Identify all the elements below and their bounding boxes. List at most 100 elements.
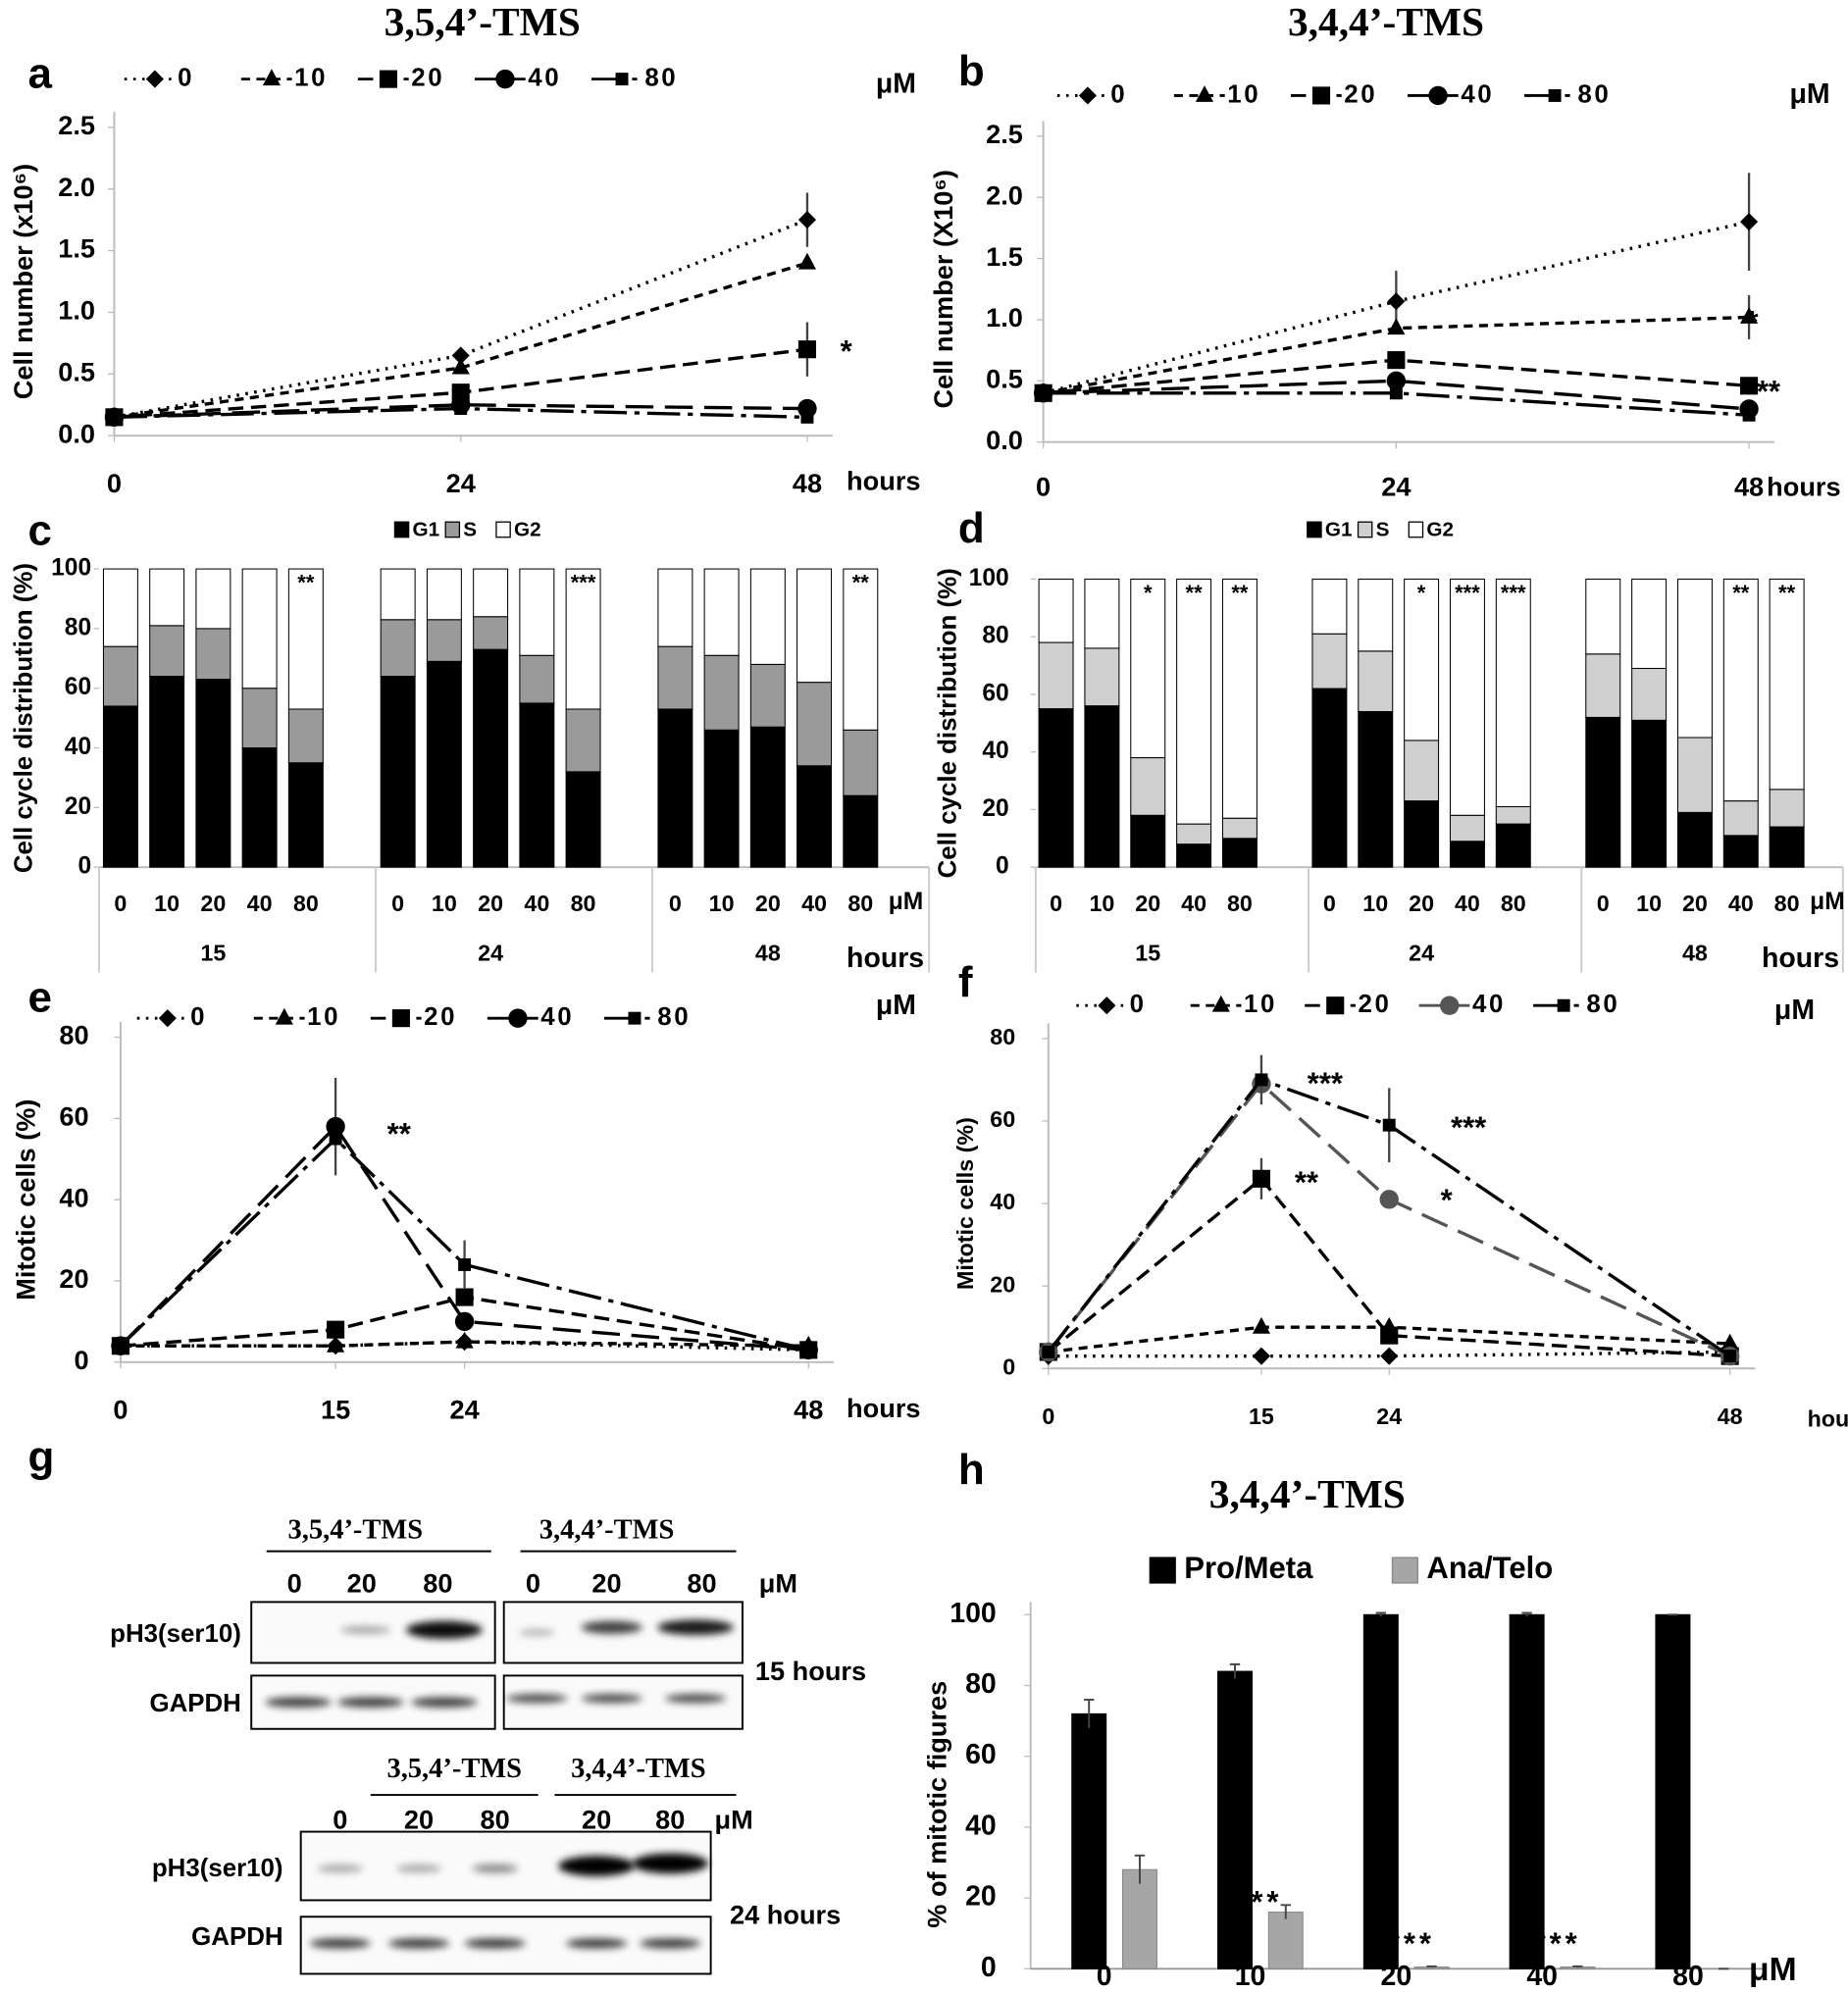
bar-segment bbox=[1769, 826, 1805, 868]
legend-label: 10 bbox=[294, 64, 328, 91]
marker bbox=[1311, 86, 1331, 105]
y-tick-label: 40 bbox=[990, 1189, 1015, 1214]
y-tick-label: 0 bbox=[981, 1952, 997, 1983]
series-line bbox=[1047, 1077, 1731, 1358]
legend-label: 10 bbox=[1244, 991, 1277, 1018]
bar-segment bbox=[1585, 716, 1621, 868]
error-bar bbox=[1134, 1854, 1146, 1884]
bar-segment bbox=[241, 747, 278, 868]
annotation: * bbox=[1746, 305, 1759, 339]
y-tick-label: 100 bbox=[950, 1598, 996, 1629]
annotation: *** bbox=[1501, 581, 1526, 605]
x-tick-label: 48 bbox=[1718, 1404, 1743, 1429]
marker bbox=[327, 1320, 345, 1339]
bar-segment bbox=[1130, 578, 1166, 759]
marker bbox=[391, 1009, 410, 1028]
bar-segment bbox=[1038, 641, 1074, 710]
bar-segment bbox=[565, 771, 601, 868]
lane-label: 0 bbox=[287, 1568, 302, 1599]
band bbox=[387, 1938, 450, 1949]
x-tick-label: 24 bbox=[449, 1394, 479, 1424]
y-axis-label: % of mitotic figures bbox=[922, 1681, 952, 1928]
bar-segment bbox=[1722, 578, 1759, 802]
y-tick-label: 0.5 bbox=[58, 357, 95, 387]
marker bbox=[1740, 213, 1759, 231]
bar-segment bbox=[519, 568, 555, 656]
series-line bbox=[119, 1136, 809, 1353]
marker bbox=[329, 1132, 342, 1146]
bar-segment bbox=[657, 708, 693, 868]
band bbox=[665, 1694, 727, 1704]
marker bbox=[628, 1011, 642, 1025]
bar-segment bbox=[1449, 814, 1485, 843]
legend-label: 40 bbox=[528, 64, 561, 91]
bar-segment bbox=[1176, 578, 1212, 825]
y-tick-label: 2.5 bbox=[986, 119, 1023, 149]
bar-segment bbox=[1130, 757, 1166, 816]
x-tick-label: 0 bbox=[1036, 472, 1051, 502]
series-line bbox=[114, 403, 807, 420]
y-tick-label: 20 bbox=[59, 1263, 88, 1294]
bar-segment bbox=[241, 568, 278, 690]
bar-segment bbox=[1311, 688, 1348, 868]
bar-segment bbox=[380, 619, 416, 678]
annotation: * bbox=[841, 333, 853, 368]
legend-unit: μM bbox=[1774, 995, 1815, 1026]
x-tick-label: 10 bbox=[432, 891, 457, 916]
error-bar bbox=[1521, 1611, 1532, 1617]
blot-panel: g 3,5,4’-TMS 3,4,4’-TMS 0 20 80 0 20 80 … bbox=[27, 1433, 866, 1975]
x-tick-label: 0 bbox=[669, 891, 682, 916]
bar-segment bbox=[1676, 737, 1713, 813]
x-tick-label: 10 bbox=[709, 891, 735, 916]
annotation: *** bbox=[1388, 1926, 1435, 1961]
y-tick-label: 1.5 bbox=[986, 241, 1023, 272]
panel-letter: f bbox=[958, 958, 973, 1006]
x-tick-label: 40 bbox=[247, 891, 273, 916]
x-tick-label: 15 bbox=[1249, 1404, 1274, 1429]
marker bbox=[327, 1335, 345, 1353]
bar-segment bbox=[703, 568, 740, 656]
x-tick-label: 10 bbox=[1636, 891, 1662, 916]
bar-segment bbox=[1449, 578, 1485, 816]
x-axis-label: hours bbox=[1762, 943, 1839, 974]
marker bbox=[1380, 1347, 1399, 1365]
marker bbox=[1387, 292, 1406, 311]
legend-label: 10 bbox=[1227, 80, 1260, 108]
annotation: *** bbox=[1451, 1110, 1487, 1145]
bar-segment bbox=[1404, 578, 1440, 741]
unit-label: μM bbox=[1749, 1952, 1797, 1988]
marker bbox=[1742, 408, 1756, 422]
group-label: 3,4,4’-TMS bbox=[539, 1515, 675, 1546]
bar bbox=[1071, 1712, 1107, 1969]
y-tick-label: 0 bbox=[77, 853, 91, 880]
marker bbox=[1387, 318, 1406, 335]
time-label: 24 hours bbox=[730, 1899, 841, 1929]
bar-segment bbox=[1495, 805, 1531, 825]
x-tick-label: 20 bbox=[200, 891, 226, 916]
bar bbox=[1217, 1670, 1254, 1969]
y-tick-label: 20 bbox=[990, 1271, 1015, 1297]
bar-segment bbox=[1449, 841, 1485, 868]
bar-segment bbox=[1404, 800, 1440, 868]
group-label: 3,5,4’-TMS bbox=[386, 1754, 522, 1784]
bar-segment bbox=[380, 568, 416, 621]
bar-segment bbox=[1722, 835, 1759, 868]
marker bbox=[1723, 1350, 1737, 1363]
annotation: *** bbox=[1308, 1066, 1344, 1100]
y-tick-label: 100 bbox=[969, 565, 1009, 591]
legend-label: G1 bbox=[1325, 519, 1353, 541]
legend-label: 40 bbox=[1461, 80, 1494, 108]
marker bbox=[1078, 86, 1097, 105]
annotation: ** bbox=[852, 570, 870, 594]
y-tick-label: 60 bbox=[982, 680, 1008, 706]
chart-title: 3,4,4’-TMS bbox=[1209, 1471, 1406, 1516]
bar-segment bbox=[1130, 814, 1166, 868]
bar-segment bbox=[1221, 838, 1258, 868]
x-tick-label: 0 bbox=[391, 891, 404, 916]
lane-label: 80 bbox=[481, 1804, 510, 1834]
x-tick-label: 0 bbox=[1323, 891, 1336, 916]
y-tick-label: 80 bbox=[65, 614, 91, 640]
bar-segment bbox=[565, 708, 601, 773]
marker bbox=[158, 1009, 177, 1028]
band bbox=[464, 1938, 526, 1949]
